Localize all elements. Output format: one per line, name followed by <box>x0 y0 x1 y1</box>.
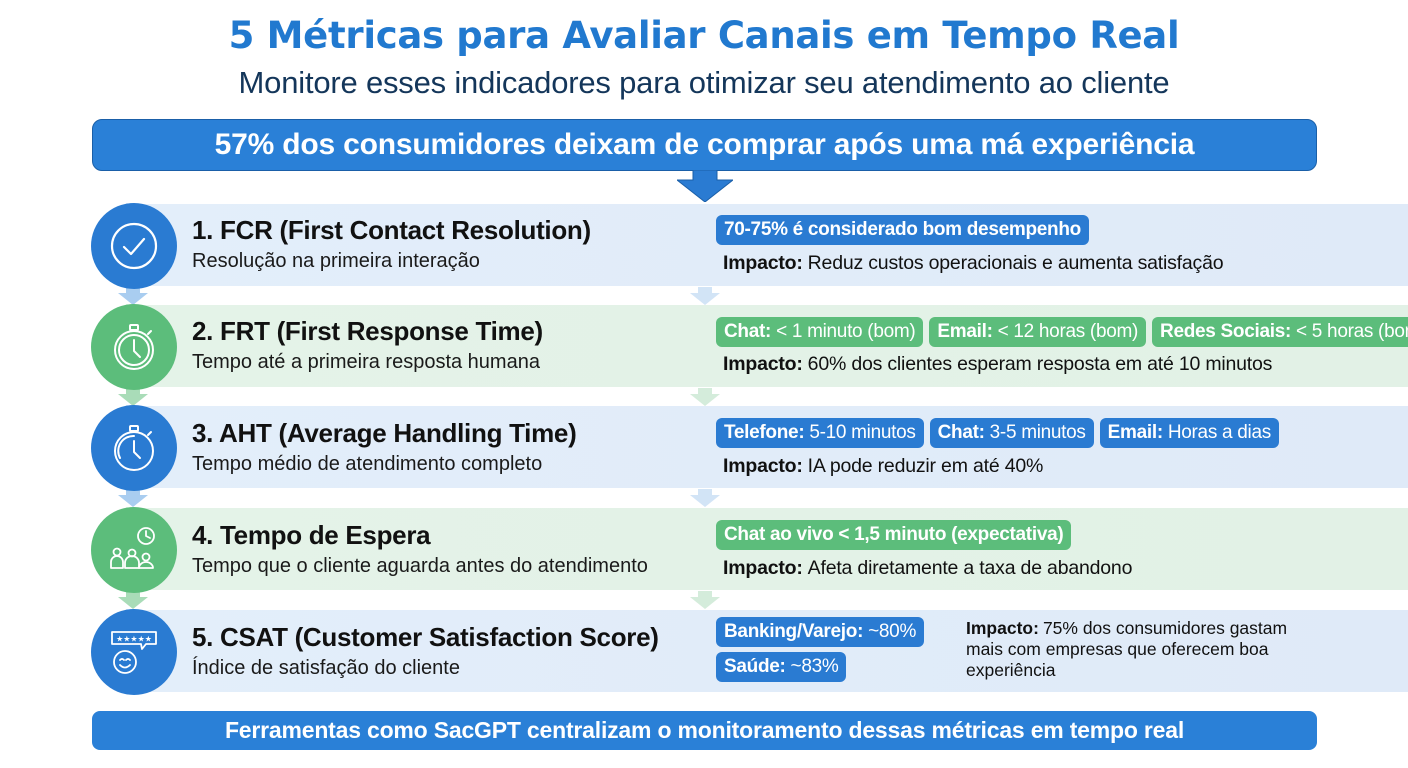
benchmark-chip-chat: Chat: < 1 minuto (bom) <box>716 317 924 347</box>
impact-text: Impacto: Reduz custos operacionais e aume… <box>723 252 1224 274</box>
impact-text: Impacto: IA pode reduzir em até 40% <box>723 455 1044 477</box>
connector-arrow-icon <box>690 287 720 305</box>
csat-icon-badge: ★★★★★ <box>91 609 177 695</box>
benchmark-chip-email: Email: < 12 horas (bom) <box>929 317 1147 347</box>
impact-text: Impacto: 60% dos clientes esperam respost… <box>723 353 1273 375</box>
benchmark-chip-chat: Chat: 3-5 minutos <box>929 418 1094 448</box>
stopwatch-icon <box>114 324 154 370</box>
benchmark-chip: 70-75% é considerado bom desempenho <box>716 215 1089 245</box>
connector-arrow-icon <box>690 591 720 609</box>
connector-arrow-icon <box>118 591 148 609</box>
metric-description: Tempo médio de atendimento completo <box>192 453 543 475</box>
metric-name: 2. FRT (First Response Time) <box>192 316 543 346</box>
metric-description: Índice de satisfação do cliente <box>192 657 460 679</box>
benchmark-chips: Chat ao vivo < 1,5 minuto (expectativa) <box>716 520 1072 550</box>
impact-text: Impacto: 75% dos consumidores gastam mais… <box>966 618 1288 680</box>
benchmark-chips: Chat: < 1 minuto (bom) Email: < 12 horas (… <box>716 317 1408 347</box>
check-circle-icon <box>110 222 158 270</box>
stat-banner-text: 57% dos consumidores deixam de comprar a… <box>214 128 1195 161</box>
metric-name: 5. CSAT (Customer Satisfaction Score) <box>192 622 659 652</box>
metric-name: 4. Tempo de Espera <box>192 520 431 550</box>
frt-icon-badge <box>91 304 177 390</box>
page-subtitle: Monitore esses indicadores para otimizar… <box>238 65 1170 100</box>
benchmark-chip: Chat ao vivo < 1,5 minuto (expectativa) <box>716 520 1072 550</box>
impact-text: Impacto: Afeta diretamente a taxa de aban… <box>723 557 1133 579</box>
page-title: 5 Métricas para Avaliar Canais em Tempo … <box>228 14 1180 57</box>
wait-icon-badge <box>91 507 177 593</box>
svg-text:★★★★★: ★★★★★ <box>116 635 152 644</box>
fcr-icon-badge <box>91 203 177 289</box>
benchmark-chip-health: Saúde: ~83% <box>716 652 847 682</box>
connector-arrow-icon <box>690 388 720 406</box>
benchmark-chip-banking: Banking/Varejo: ~80% <box>716 617 925 647</box>
aht-icon-badge <box>91 405 177 491</box>
benchmark-chip-social: Redes Sociais:< 5 horas (bom) <box>1152 317 1408 347</box>
footer-banner: Ferramentas como SacGPT centralizam o mo… <box>92 711 1317 750</box>
metric-description: Tempo até a primeira resposta humana <box>192 351 540 373</box>
benchmark-chips: Telefone: 5-10 minutos Chat: 3-5 minutos E… <box>716 418 1279 448</box>
connector-arrow-icon <box>118 388 148 406</box>
metric-description: Resolução na primeira interação <box>192 250 480 272</box>
benchmark-chip-phone: Telefone: 5-10 minutos <box>716 418 924 448</box>
benchmark-chips: Banking/Varejo: ~80% Saúde: ~83% <box>716 617 925 682</box>
stat-banner: 57% dos consumidores deixam de comprar a… <box>92 119 1317 171</box>
connector-arrow-icon <box>118 287 148 305</box>
smiley-rating-icon: ★★★★★ <box>111 631 157 674</box>
stopwatch-icon <box>114 425 154 471</box>
waiting-people-clock-icon <box>110 527 155 569</box>
metric-name: 3. AHT (Average Handling Time) <box>192 418 577 448</box>
footer-text: Ferramentas como SacGPT centralizam o mo… <box>224 717 1185 743</box>
metric-name: 1. FCR (First Contact Resolution) <box>192 215 591 245</box>
down-arrow-icon <box>677 170 733 202</box>
benchmark-chips: 70-75% é considerado bom desempenho <box>716 215 1089 245</box>
benchmark-chip-email: Email: Horas a dias <box>1099 418 1279 448</box>
connector-arrow-icon <box>118 489 148 507</box>
metric-description: Tempo que o cliente aguarda antes do ate… <box>192 555 648 577</box>
connector-arrow-icon <box>690 489 720 507</box>
